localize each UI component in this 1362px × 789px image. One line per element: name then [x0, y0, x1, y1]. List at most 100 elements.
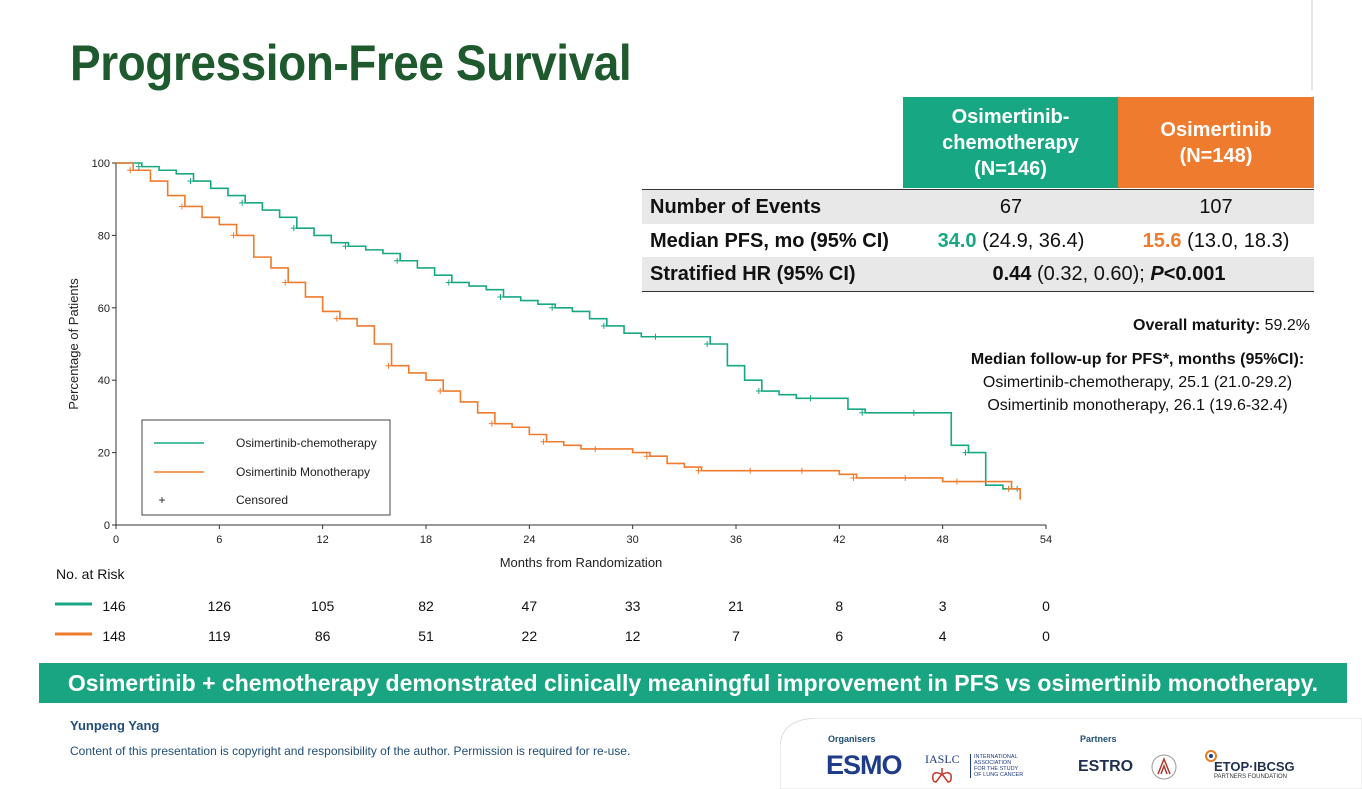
y-tick-label: 60: [98, 303, 110, 315]
risk-count: 47: [521, 598, 538, 614]
y-tick-label: 0: [104, 520, 110, 532]
legend-label: Censored: [236, 493, 288, 507]
censor-mark: [850, 474, 857, 481]
risk-count: 33: [624, 598, 641, 614]
risk-count: 8: [835, 598, 844, 614]
risk-count: 3: [938, 598, 947, 614]
median-value: 34.0: [937, 229, 977, 252]
header-line: (N=146): [974, 157, 1047, 180]
km-chart: 0 6 12 18 24 30 36 42 48 54 0 20 40 60 80 100 Months fro…: [66, 158, 1052, 570]
censor-mark: [755, 388, 762, 395]
cell-value: 67: [999, 195, 1023, 218]
followup-line: Osimertinib monotherapy, 26.1 (19.6-32.4…: [987, 397, 1288, 414]
legend-box: [141, 419, 391, 516]
x-tick-label: 54: [1040, 534, 1052, 546]
y-tick-label: 100: [92, 158, 110, 170]
p-label: P: [1150, 262, 1164, 285]
copyright-notice: Content of this presentation is copyrigh…: [70, 744, 631, 758]
censor-mark: [549, 304, 556, 311]
censor-mark: [592, 445, 599, 452]
etop-logo: ETOP·IBCSG: [1214, 759, 1295, 774]
x-tick-label: 0: [113, 534, 119, 546]
legend-label: Osimertinib Monotherapy: [236, 465, 370, 479]
cell-value: 34.0 (24.9, 36.4): [904, 230, 1118, 253]
header-line: Osimertinib: [1160, 118, 1272, 141]
row-label: Median PFS, mo (95% CI): [650, 229, 889, 252]
censor-mark: [333, 315, 340, 322]
censor-mark: [437, 388, 444, 395]
legend-label: Osimertinib-chemotherapy: [236, 436, 377, 450]
risk-count: 7: [732, 628, 740, 644]
censor-mark: [282, 279, 289, 286]
risk-count: 146: [102, 598, 126, 614]
censor-mark: [342, 243, 349, 250]
logo-panel: Organisers Partners ESMO IASLC INTERNATI…: [780, 718, 1362, 789]
risk-count: 82: [418, 598, 434, 614]
legend-censor-symbol: +: [158, 493, 165, 507]
censor-mark: [859, 409, 866, 416]
risk-count: 119: [208, 628, 231, 644]
censor-mark: [290, 225, 297, 232]
x-tick-label: 30: [627, 534, 639, 546]
iaslc-sub-line: OF LUNG CANCER: [974, 772, 1024, 778]
organisers-label: Organisers: [828, 734, 876, 744]
partners-label: Partners: [1080, 734, 1117, 744]
header-line: Osimertinib-: [951, 105, 1070, 128]
y-tick-label: 20: [98, 448, 110, 460]
x-axis-title: Months from Randomization: [500, 555, 663, 570]
censor-mark: [807, 395, 814, 402]
censor-mark: [600, 322, 607, 329]
risk-count: 21: [728, 598, 744, 614]
etop-subtitle: PARTNERS FOUNDATION: [1214, 774, 1288, 780]
x-tick-label: 6: [216, 534, 222, 546]
header-line: (N=148): [1179, 144, 1253, 167]
risk-count: 86: [314, 628, 331, 644]
header-osimertinib-chemotherapy: Osimertinib- chemotherapy (N=146): [903, 97, 1118, 188]
hr-ci: (0.32, 0.60);: [1031, 262, 1151, 285]
x-tick-label: 48: [937, 534, 949, 546]
censor-mark: [910, 409, 917, 416]
cell-value: 0.44 (0.32, 0.60); P<0.001: [904, 263, 1314, 286]
censor-mark: [127, 167, 134, 174]
x-tick-label: 12: [317, 534, 329, 546]
maturity-label: Overall maturity:: [1133, 317, 1261, 334]
censor-mark: [902, 474, 909, 481]
table-header: Osimertinib- chemotherapy (N=146) Osimer…: [903, 97, 1314, 188]
etop-mark-icon: [1205, 750, 1217, 762]
x-tick-label: 24: [523, 534, 535, 546]
cell-value: 107: [1199, 195, 1233, 218]
risk-count: 0: [1042, 598, 1050, 614]
page-title: Progression-Free Survival: [70, 35, 632, 91]
conclusion-banner: Osimertinib + chemotherapy demonstrated …: [39, 663, 1347, 703]
row-number-of-events: Number of Events 67 107: [642, 189, 1314, 224]
censor-mark: [798, 467, 805, 474]
median-value: 15.6: [1142, 229, 1182, 252]
lungs-icon: [932, 768, 952, 783]
row-label: Number of Events: [650, 195, 822, 218]
censor-mark: [488, 420, 495, 427]
p-value: <0.001: [1163, 262, 1226, 285]
censor-mark: [394, 257, 401, 264]
esmo-logo: ESMO: [826, 750, 903, 780]
partner-emblem-icon: [1151, 754, 1177, 780]
y-tick-label: 80: [98, 230, 110, 242]
header-osimertinib: Osimertinib (N=148): [1118, 97, 1314, 188]
censor-mark: [135, 163, 142, 170]
logo-panel-bg: [780, 718, 1362, 789]
row-hazard-ratio: Stratified HR (95% CI) 0.44 (0.32, 0.60)…: [642, 257, 1314, 292]
median-ci: (13.0, 18.3): [1181, 229, 1290, 252]
author-name: Yunpeng Yang: [70, 718, 160, 733]
header-line: chemotherapy: [942, 131, 1079, 154]
summary-table: Osimertinib- chemotherapy (N=146) Osimer…: [642, 97, 1314, 292]
censor-mark: [704, 341, 711, 347]
censor-mark: [1005, 485, 1012, 492]
censor-mark: [643, 453, 650, 460]
risk-count: 148: [102, 628, 126, 644]
followup-block: Median follow-up for PFS*, months (95%CI…: [960, 348, 1315, 417]
censor-mark: [962, 449, 969, 456]
censor-mark: [953, 478, 960, 485]
y-tick-label: 40: [98, 375, 110, 387]
median-ci: (24.9, 36.4): [976, 229, 1085, 252]
estro-logo: ESTRO: [1078, 758, 1134, 775]
iaslc-logo: IASLC: [925, 752, 960, 766]
